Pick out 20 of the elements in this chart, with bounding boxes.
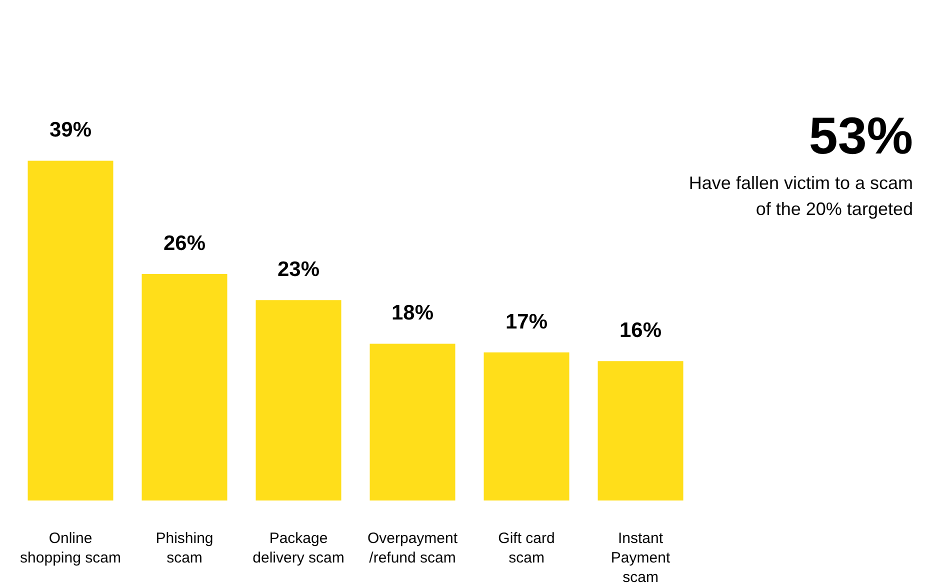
data-label: 18% (392, 302, 434, 325)
bar (598, 361, 684, 501)
data-label: 17% (506, 310, 548, 334)
x-tick-label: Instant Payment scam (610, 530, 671, 586)
text: 53% (808, 107, 913, 166)
bar (142, 274, 228, 501)
annotation: Have fallen victim to a scam of the 20% targeted (688, 172, 914, 219)
bar (256, 300, 342, 501)
x-tick-label: Package delivery scam (252, 530, 344, 567)
bar (484, 352, 570, 501)
data-label: 16% (620, 318, 662, 342)
x-tick-label: Gift card scam (498, 530, 555, 567)
bar (28, 160, 114, 501)
x-tick-label: Phishing scam (156, 530, 214, 567)
data-label: 23% (277, 258, 320, 281)
bar (370, 344, 456, 501)
data-label: 26% (163, 232, 206, 255)
x-tick-label: Online shopping scam (20, 530, 121, 567)
x-tick-label: Overpayment /refund scam (367, 530, 458, 567)
data-label: 39% (49, 118, 92, 142)
